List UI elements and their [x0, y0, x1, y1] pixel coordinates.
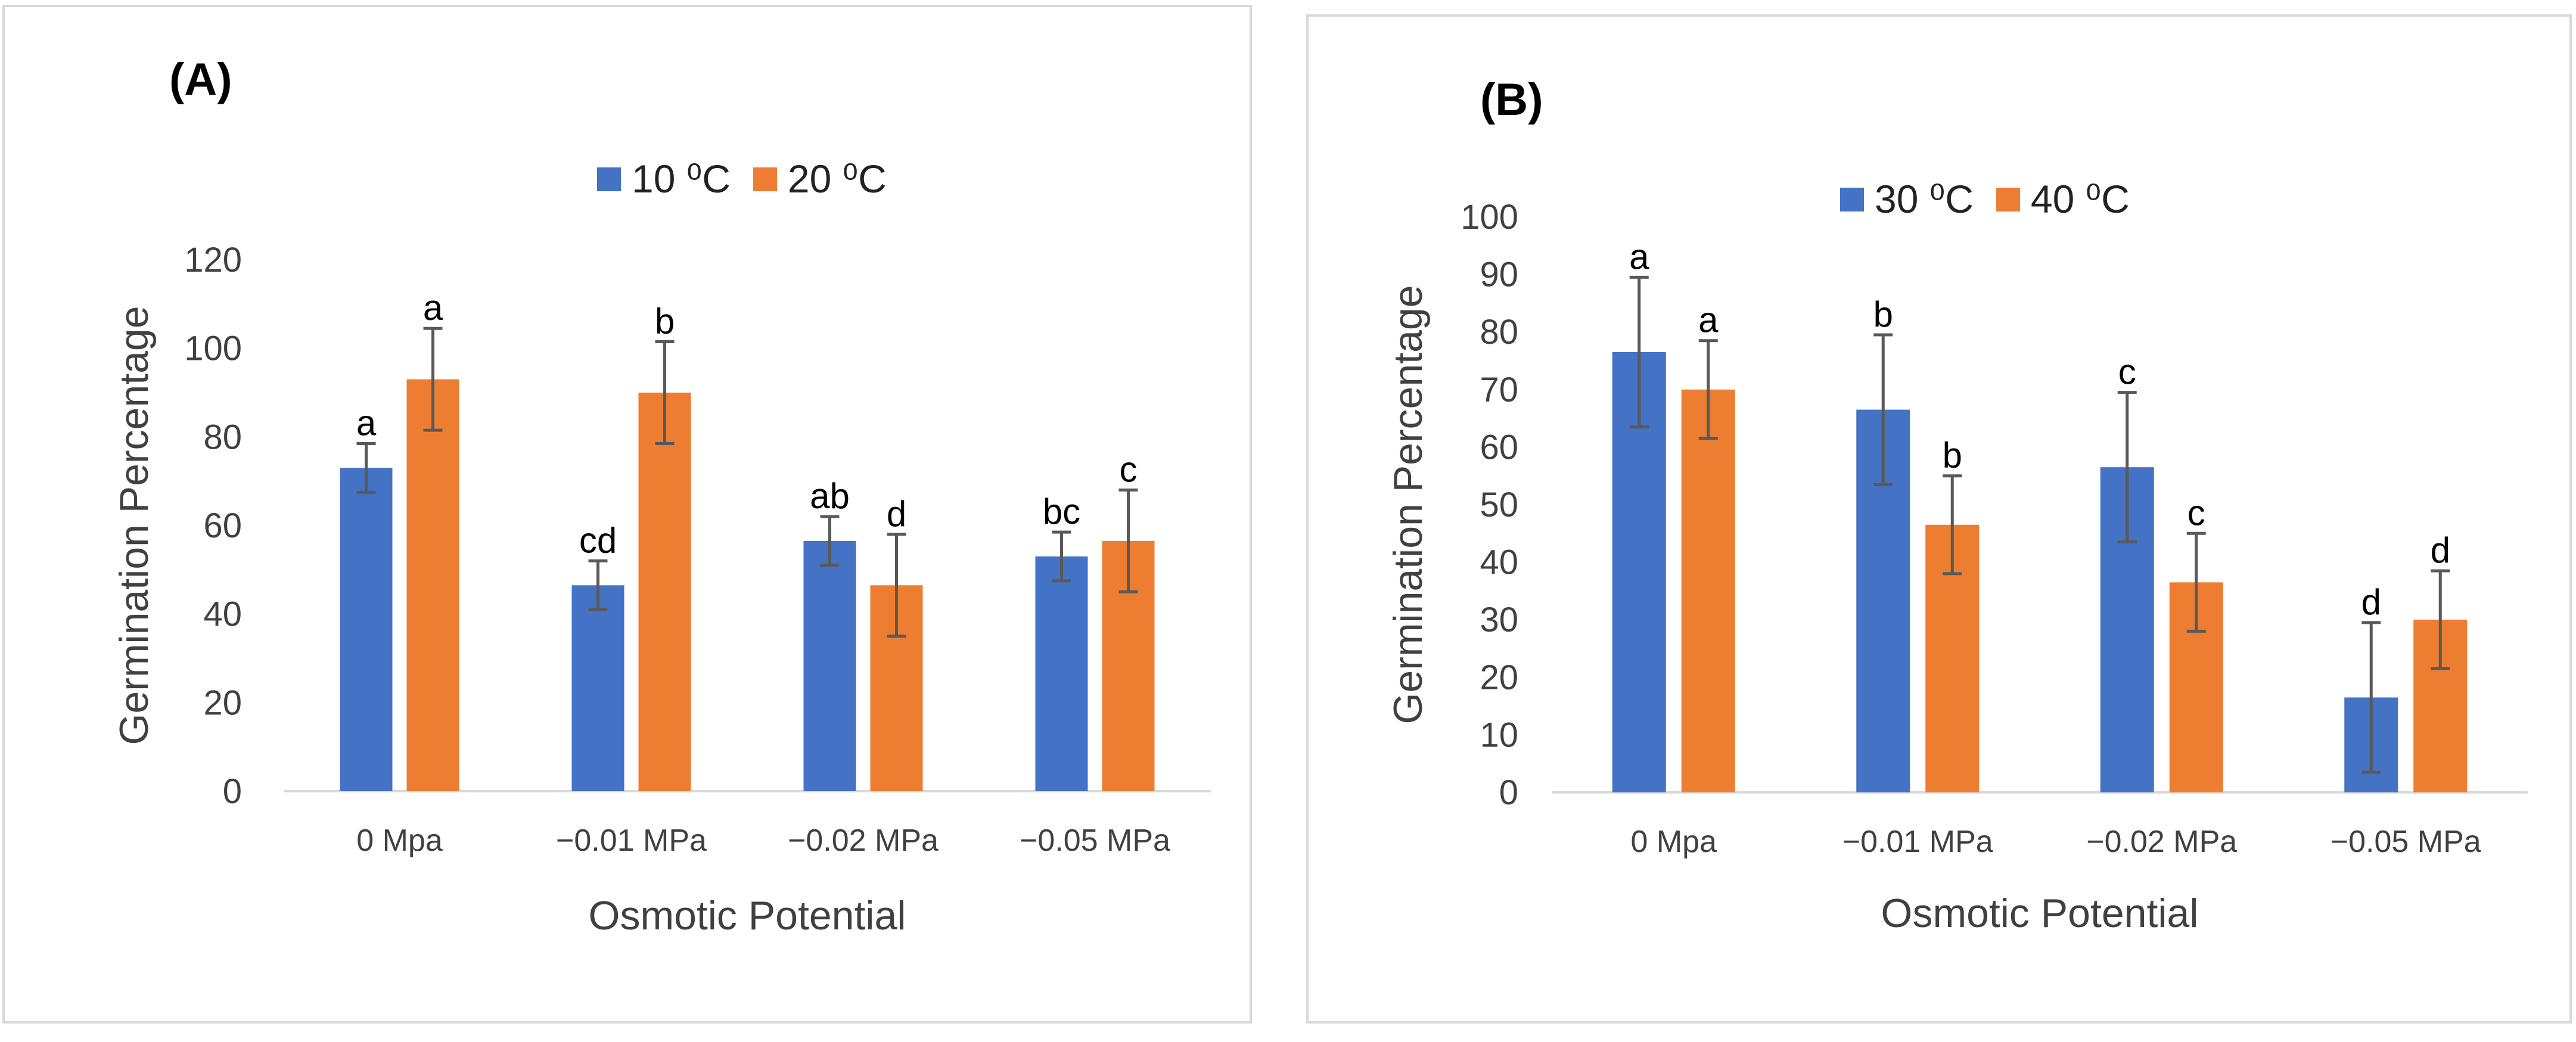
b-y-tick-label: 100: [1461, 198, 1518, 237]
b-x-tick-label: 0 Mpa: [1630, 825, 1717, 859]
a-significance-letter-s2-c4: c: [1120, 450, 1138, 490]
a-significance-letter-s2-c3: d: [887, 494, 906, 534]
b-x-tick-label: −0.01 MPa: [1842, 825, 1993, 859]
a-x-tick-label: −0.02 MPa: [788, 823, 939, 858]
a-bar-s2-c2: [638, 393, 691, 791]
a-significance-letter-s1-c2: cd: [579, 520, 617, 560]
a-y-tick-label: 0: [223, 772, 242, 811]
legend-item-b-series1: 30 ⁰C: [1840, 176, 1974, 222]
a-bar-s1-c1: [340, 468, 393, 791]
legend-a: 10 ⁰C 20 ⁰C: [597, 156, 909, 202]
chart-svg-a: 0 20 40 60 80 100 120 a a 0 Mpa cd b −0.01 MPa ab d −0.…: [111, 241, 1211, 938]
legend-swatch-a-series2: [753, 167, 777, 191]
a-x-tick-label: −0.01 MPa: [556, 823, 707, 858]
legend-item-b-series2: 40 ⁰C: [1996, 176, 2130, 222]
legend-label-a-series1: 10 ⁰C: [632, 157, 731, 201]
b-y-tick-label: 80: [1480, 313, 1518, 352]
b-significance-letter-s2-c3: c: [2187, 493, 2205, 533]
a-bar-s1-c2: [571, 585, 624, 791]
panel-label-a: (A): [169, 54, 232, 105]
legend-label-b-series2: 40 ⁰C: [2030, 177, 2130, 221]
a-bar-s1-c3: [803, 541, 856, 791]
chart-panel-a: (A) 10 ⁰C 20 ⁰C 0 20 40 60 80 100 120 a a 0 Mpa cd…: [2, 5, 1252, 1024]
b-y-tick-label: 10: [1480, 716, 1518, 754]
b-bar-s2-c1: [1681, 389, 1735, 792]
b-x-tick-label: −0.02 MPa: [2086, 825, 2237, 859]
chart-panel-b: (B) 30 ⁰C 40 ⁰C 0 10 20 30 40 50 60 70 80 90 100 a a…: [1306, 14, 2572, 1024]
legend-swatch-a-series1: [597, 167, 621, 191]
b-significance-letter-s1-c4: d: [2361, 582, 2381, 622]
a-bar-s2-c1: [406, 379, 459, 791]
legend-b: 30 ⁰C 40 ⁰C: [1840, 176, 2152, 222]
b-y-tick-label: 40: [1480, 543, 1518, 582]
chart-svg-b: 0 10 20 30 40 50 60 70 80 90 100 a a 0 Mpa b b −0.01 MPa…: [1385, 198, 2528, 936]
a-y-tick-label: 80: [203, 418, 242, 456]
panel-label-b: (B): [1480, 74, 1543, 125]
b-y-tick-label: 20: [1480, 658, 1518, 697]
a-x-axis-title: Osmotic Potential: [589, 893, 906, 938]
a-y-tick-label: 20: [203, 683, 242, 722]
b-x-axis-title: Osmotic Potential: [1881, 891, 2199, 936]
a-significance-letter-s1-c3: ab: [810, 476, 850, 516]
a-y-tick-label: 100: [184, 329, 242, 368]
b-y-tick-label: 30: [1480, 601, 1518, 639]
legend-swatch-b-series2: [1996, 187, 2020, 211]
a-significance-letter-s2-c2: b: [655, 301, 675, 341]
a-y-tick-label: 60: [203, 506, 242, 545]
a-x-tick-label: 0 Mpa: [356, 823, 443, 858]
legend-swatch-b-series1: [1840, 187, 1864, 211]
b-significance-letter-s1-c2: b: [1873, 294, 1893, 334]
a-significance-letter-s1-c4: bc: [1043, 492, 1080, 531]
a-significance-letter-s1-c1: a: [356, 403, 377, 443]
legend-item-a-series1: 10 ⁰C: [597, 156, 731, 202]
a-y-axis-title: Germination Percentage: [111, 306, 157, 745]
b-significance-letter-s2-c1: a: [1698, 300, 1719, 340]
b-significance-letter-s2-c4: d: [2431, 530, 2450, 570]
b-y-tick-label: 70: [1480, 371, 1518, 409]
a-bar-s1-c4: [1035, 556, 1088, 791]
legend-label-a-series2: 20 ⁰C: [787, 157, 887, 201]
a-significance-letter-s2-c1: a: [423, 288, 443, 328]
b-significance-letter-s1-c3: c: [2118, 352, 2136, 392]
b-significance-letter-s2-c2: b: [1943, 436, 1962, 475]
b-y-tick-label: 50: [1480, 486, 1518, 524]
b-x-tick-label: −0.05 MPa: [2330, 825, 2481, 859]
a-y-tick-label: 120: [184, 241, 242, 279]
b-y-axis-title: Germination Percentage: [1385, 285, 1431, 724]
b-y-tick-label: 0: [1499, 773, 1518, 812]
b-y-tick-label: 90: [1480, 256, 1518, 294]
b-y-tick-label: 60: [1480, 428, 1518, 466]
a-y-tick-label: 40: [203, 595, 242, 634]
a-x-tick-label: −0.05 MPa: [1020, 823, 1170, 858]
b-significance-letter-s1-c1: a: [1629, 237, 1649, 276]
legend-label-b-series1: 30 ⁰C: [1875, 177, 1974, 221]
legend-item-a-series2: 20 ⁰C: [753, 156, 887, 202]
